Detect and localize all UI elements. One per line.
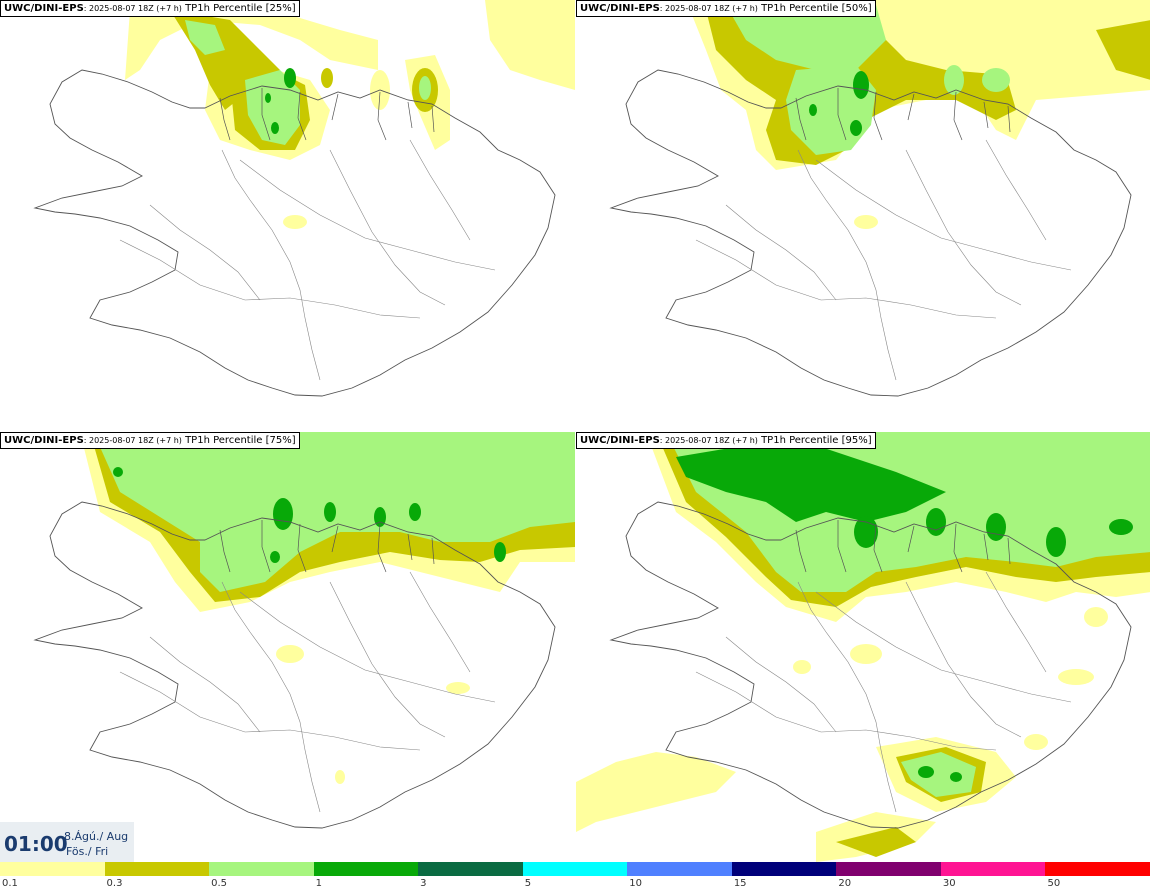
legend-tick-label: 3 [420,878,427,889]
legend-tick-label: 15 [733,878,747,889]
legend-swatch [418,862,524,876]
legend-tick-label: 50 [1047,878,1061,889]
precip-map [610,0,1150,397]
panel-title: UWC/DINI-EPS: 2025-08-07 18Z (+7 h) TP1h… [576,0,876,17]
map-panel-p95: UWC/DINI-EPS: 2025-08-07 18Z (+7 h) TP1h… [576,432,1150,862]
map-panel-p25: UWC/DINI-EPS: 2025-08-07 18Z (+7 h) TP1h… [0,0,575,430]
valid-time-box: 01:00 8.Ágú./ Aug Fös./ Fri [0,822,134,862]
legend-swatch [836,862,942,876]
legend-swatch [313,862,419,876]
legend-tick-label: 30 [942,878,956,889]
color-legend: 0.1 0.3 0.5 1 3 5 10 15 20 30 50 [0,862,1150,891]
legend-swatch [104,862,210,876]
precip-map [34,432,575,829]
legend-tick-label: 5 [524,878,532,889]
panel-title: UWC/DINI-EPS: 2025-08-07 18Z (+7 h) TP1h… [576,432,876,449]
map-panel-p50: UWC/DINI-EPS: 2025-08-07 18Z (+7 h) TP1h… [576,0,1150,430]
legend-swatch [1045,862,1150,876]
legend-tick-label: 0.3 [106,878,123,889]
valid-time: 01:00 [4,832,68,856]
legend-swatch [522,862,628,876]
panel-title: UWC/DINI-EPS: 2025-08-07 18Z (+7 h) TP1h… [0,0,300,17]
legend-swatch [0,862,105,876]
panel-title: UWC/DINI-EPS: 2025-08-07 18Z (+7 h) TP1h… [0,432,300,449]
legend-tick-label: 10 [629,878,642,889]
legend-swatch [627,862,733,876]
precip-map [576,432,1150,862]
map-panel-p75: UWC/DINI-EPS: 2025-08-07 18Z (+7 h) TP1h… [0,432,575,862]
legend-swatch [731,862,837,876]
legend-tick-label: 0.1 [2,878,18,889]
legend-tick-label: 0.5 [211,878,227,889]
valid-day: Fös./ Fri [66,845,109,858]
precip-map [34,0,575,397]
legend-swatch [940,862,1046,876]
legend-tick-label: 1 [315,878,322,889]
legend-swatch [209,862,315,876]
valid-date: 8.Ágú./ Aug [64,830,129,843]
legend-tick-label: 20 [838,878,852,889]
